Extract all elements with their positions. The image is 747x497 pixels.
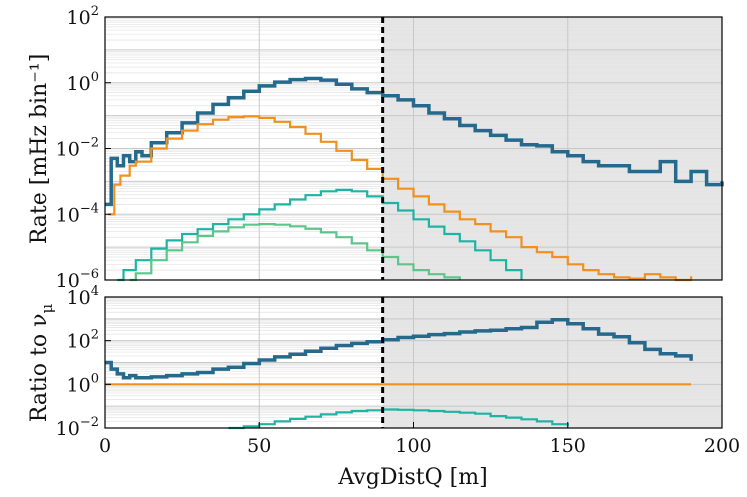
- y-tick-base: 10: [56, 139, 80, 161]
- y-tick-base: 10: [67, 73, 91, 95]
- x-tick-label: 100: [395, 435, 431, 457]
- x-tick-label: 150: [550, 435, 586, 457]
- series-green-line: [129, 223, 461, 282]
- x-tick-label: 200: [704, 435, 740, 457]
- y-tick-label: 104: [67, 284, 99, 309]
- y-tick-exponent: −6: [80, 267, 99, 282]
- y-tick-exponent: 0: [91, 70, 99, 85]
- y-tick-exponent: 0: [91, 371, 99, 386]
- y-tick-label: 10−4: [56, 201, 99, 226]
- y-tick-label: 10−2: [56, 136, 99, 161]
- x-axis-ticks: 0 50 100 150 200: [99, 422, 740, 457]
- rate-y-axis-label: Rate [mHz bin⁻¹]: [27, 54, 52, 245]
- ratio-gridlines: [104, 297, 723, 429]
- y-tick-label: 100: [67, 371, 99, 396]
- y-tick-label: 102: [67, 328, 99, 353]
- x-tick-label: 50: [247, 435, 271, 457]
- y-tick-exponent: 2: [91, 328, 99, 343]
- y-tick-label: 10−6: [56, 267, 99, 292]
- y-tick-base: 10: [67, 7, 91, 29]
- x-tick-label: 0: [99, 435, 111, 457]
- y-tick-base: 10: [56, 204, 80, 226]
- y-tick-base: 10: [67, 287, 91, 309]
- y-tick-base: 10: [67, 331, 91, 353]
- series-teal-line: [117, 188, 523, 282]
- rate-label-text: Rate [mHz bin⁻¹]: [27, 54, 52, 245]
- ratio-label-subscript: μ: [38, 303, 56, 313]
- y-tick-exponent: −4: [80, 201, 99, 216]
- ratio-y-axis-label: Ratio to νμ: [27, 303, 56, 422]
- y-tick-exponent: −2: [80, 136, 99, 151]
- y-tick-label: 10−2: [56, 415, 99, 440]
- y-tick-base: 10: [56, 270, 80, 292]
- y-tick-base: 10: [67, 374, 91, 396]
- y-tick-exponent: 4: [91, 284, 99, 299]
- y-tick-base: 10: [56, 418, 80, 440]
- y-tick-label: 102: [67, 4, 99, 29]
- series-teal-line: [228, 408, 569, 430]
- x-axis-label: AvgDistQ [m]: [337, 465, 487, 490]
- y-tick-label: 100: [67, 70, 99, 95]
- ratio-label-text: Ratio to ν: [27, 313, 52, 422]
- y-tick-exponent: 2: [91, 4, 99, 19]
- y-tick-exponent: −2: [80, 415, 99, 430]
